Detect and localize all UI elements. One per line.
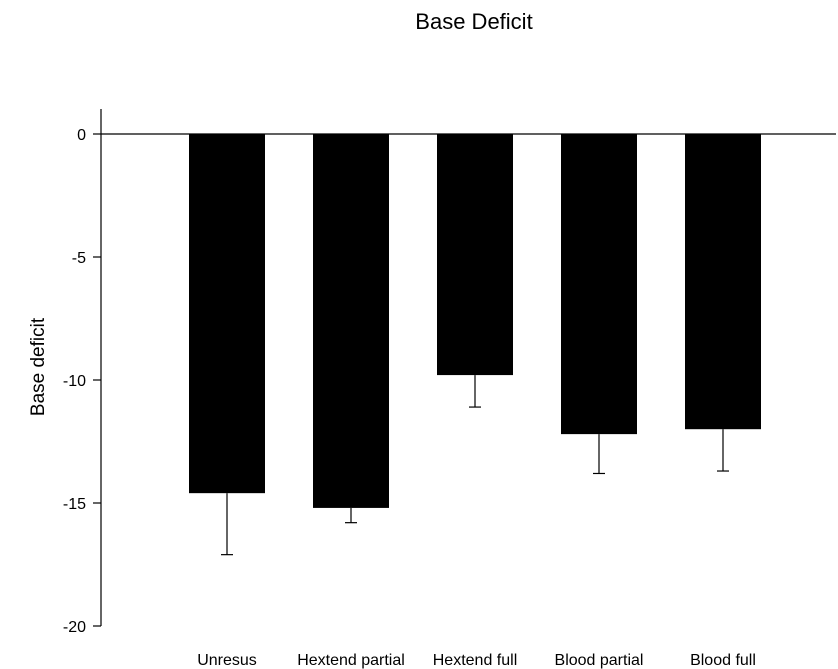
bar: [313, 134, 389, 508]
bar: [561, 134, 637, 435]
x-tick-label: Hextend partial: [297, 652, 405, 669]
bar: [189, 134, 265, 494]
error-bars-group: [221, 375, 729, 556]
x-tick-label: Hextend full: [433, 652, 518, 669]
x-tick-label: Blood partial: [555, 652, 644, 669]
y-axis-title: Base deficit: [28, 317, 49, 416]
bars-group: [189, 134, 761, 508]
y-tick-label: -15: [63, 496, 86, 513]
bar: [685, 134, 761, 430]
y-tick-label: -10: [63, 373, 86, 390]
y-tick-label: -5: [72, 250, 86, 267]
y-tick-label: 0: [77, 127, 86, 144]
x-tick-label: Blood full: [690, 652, 756, 669]
y-tick-label: -20: [63, 619, 86, 636]
bar: [437, 134, 513, 376]
chart-title: Base Deficit: [415, 9, 532, 34]
x-tick-labels-group: Unresus Hextend partial Hextend full Blood …: [197, 652, 756, 669]
x-tick-label: Unresus: [197, 652, 257, 669]
y-axis: 0 -5 -10 -15 -20: [63, 109, 102, 636]
